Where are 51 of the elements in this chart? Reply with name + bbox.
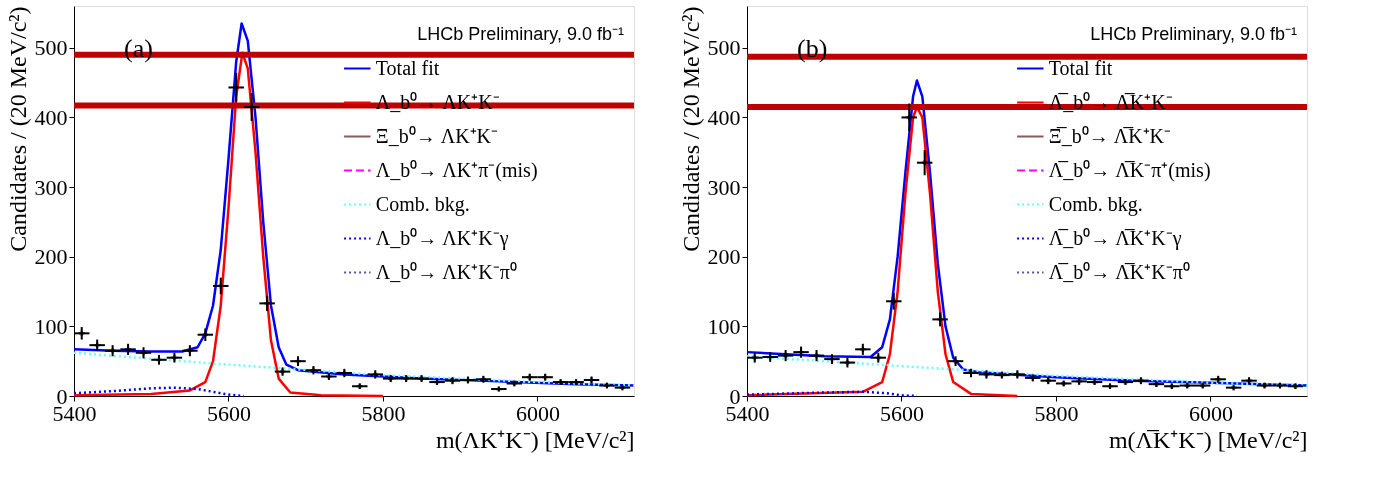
point [906, 114, 912, 121]
legend-label: Λ_b⁰→ ΛK⁺K⁻γ [375, 226, 509, 250]
x-tick-label: 5800 [361, 400, 406, 426]
point [295, 358, 301, 364]
point [798, 349, 804, 355]
y-tick-label: 200 [707, 244, 741, 270]
annotation: LHCb Preliminary, 9.0 fb⁻¹ [417, 24, 624, 44]
point [860, 346, 866, 353]
y-tick-label: 100 [707, 313, 741, 339]
legend-label: Λ̅_b⁰→ Λ̅K⁺K⁻π⁰ [1048, 260, 1190, 283]
line-series [745, 355, 1309, 387]
legend-label: Λ_b⁰→ ΛK⁺π⁻(mis) [375, 158, 538, 182]
point [952, 358, 959, 364]
point [187, 347, 193, 354]
annotation: LHCb Preliminary, 9.0 fb⁻¹ [1090, 24, 1297, 44]
x-tick-label: 5800 [1034, 400, 1079, 426]
y-tick-label: 400 [34, 104, 68, 130]
line-series [72, 351, 636, 387]
y-tick-label: 300 [707, 174, 741, 200]
x-tick-label: 5600 [879, 400, 924, 426]
y-axis-title: Candidates / (20 MeV/c²) [677, 6, 704, 252]
legend-label: Λ̅_b⁰→ Λ̅K⁺K⁻γ [1048, 226, 1182, 250]
legend-label: Ξ̅_b⁰→ Λ̅K⁺K⁻ [1048, 124, 1172, 147]
point [125, 346, 131, 353]
legend-label: Comb. bkg. [1048, 192, 1143, 216]
point [94, 342, 100, 348]
x-tick-label: 6000 [515, 400, 560, 426]
point [140, 350, 147, 356]
legend-label: Λ_b⁰→ ΛK⁺K⁻π⁰ [375, 260, 517, 283]
point [233, 84, 239, 91]
line-series [72, 386, 246, 398]
y-tick-label: 500 [707, 35, 741, 61]
y-tick-label: 300 [34, 174, 68, 200]
legend-label: Λ̅_b⁰→ Λ̅K⁻π⁺(mis) [1048, 158, 1211, 182]
y-tick-label: 400 [707, 104, 741, 130]
y-tick-label: 200 [34, 244, 68, 270]
x-tick-label: 5600 [206, 400, 251, 426]
point [937, 316, 943, 323]
point [156, 357, 162, 363]
legend-label: Comb. bkg. [375, 192, 470, 216]
legend-label: Total fit [1048, 56, 1113, 79]
legend-label: Ξ_b⁰→ ΛK⁺K⁻ [375, 124, 499, 147]
x-axis-title: m(ΛK⁺K⁻) [MeV/c²] [435, 426, 635, 453]
x-axis-title: m(Λ̅K⁺K⁻) [MeV/c²] [1108, 426, 1308, 453]
x-tick-label: 6000 [1188, 400, 1233, 426]
point [813, 352, 820, 359]
point [218, 283, 224, 289]
y-axis-title: Candidates / (20 MeV/c²) [4, 6, 31, 252]
y-tick-label: 500 [34, 35, 68, 61]
y-tick-label: 100 [34, 313, 68, 339]
legend-label: Total fit [375, 56, 440, 79]
